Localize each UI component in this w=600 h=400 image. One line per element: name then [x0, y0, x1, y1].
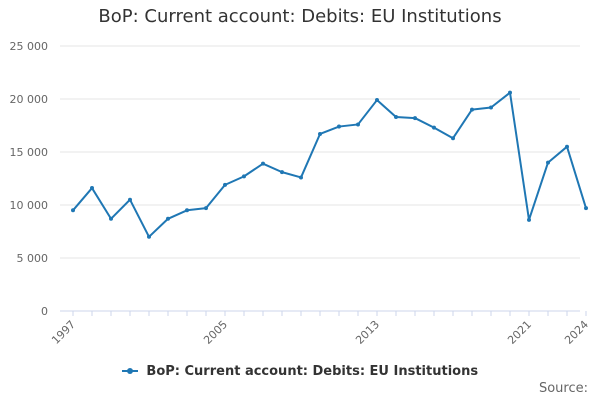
y-tick-label: 5 000 [17, 252, 49, 265]
data-point[interactable] [185, 208, 189, 213]
y-tick-label: 25 000 [10, 40, 49, 53]
data-point[interactable] [109, 216, 113, 221]
data-point[interactable] [489, 105, 493, 110]
y-tick-label: 0 [41, 305, 48, 318]
data-point[interactable] [375, 98, 379, 103]
data-point[interactable] [299, 175, 303, 180]
data-point[interactable] [470, 107, 474, 112]
data-point[interactable] [432, 125, 436, 130]
data-point[interactable] [413, 116, 417, 121]
data-point[interactable] [337, 124, 341, 129]
legend-swatch [121, 367, 138, 374]
series-line [72, 91, 587, 238]
data-point[interactable] [451, 136, 455, 141]
data-point[interactable] [71, 208, 75, 213]
legend-label: BoP: Current account: Debits: EU Institu… [146, 364, 479, 379]
data-point[interactable] [546, 160, 550, 165]
data-point[interactable] [508, 90, 512, 95]
y-tick-label: 15 000 [10, 146, 49, 159]
x-tick-label: 2013 [353, 318, 382, 347]
data-point[interactable] [261, 161, 265, 166]
data-point[interactable] [584, 206, 588, 211]
data-point[interactable] [356, 122, 360, 127]
data-point[interactable] [394, 115, 398, 120]
x-tick-label: 2021 [505, 318, 534, 347]
y-tick-label: 10 000 [10, 199, 49, 212]
data-point[interactable] [166, 216, 170, 221]
source-label: Source: [538, 381, 588, 396]
chart-title: BoP: Current account: Debits: EU Institu… [98, 6, 502, 27]
series-layer [71, 90, 588, 239]
data-point[interactable] [90, 186, 94, 191]
data-point[interactable] [223, 182, 227, 187]
x-tick-label: 1997 [49, 318, 78, 347]
data-point[interactable] [242, 174, 246, 179]
legend[interactable]: BoP: Current account: Debits: EU Institu… [0, 364, 600, 379]
y-tick-label: 20 000 [10, 93, 49, 106]
data-point[interactable] [204, 206, 208, 211]
y-axis: 0 5 000 10 000 15 000 20 000 25 000 [10, 40, 49, 318]
grid-lines [60, 45, 580, 312]
x-tick-label: 2024 [562, 318, 591, 347]
data-point[interactable] [128, 197, 132, 202]
x-tick-label: 2005 [201, 318, 230, 347]
data-point[interactable] [147, 234, 151, 239]
data-point[interactable] [318, 131, 322, 136]
data-point[interactable] [280, 170, 284, 175]
data-point[interactable] [527, 217, 531, 222]
x-axis: 1997 2005 2013 2021 2024 [49, 310, 591, 347]
data-point[interactable] [565, 144, 569, 149]
